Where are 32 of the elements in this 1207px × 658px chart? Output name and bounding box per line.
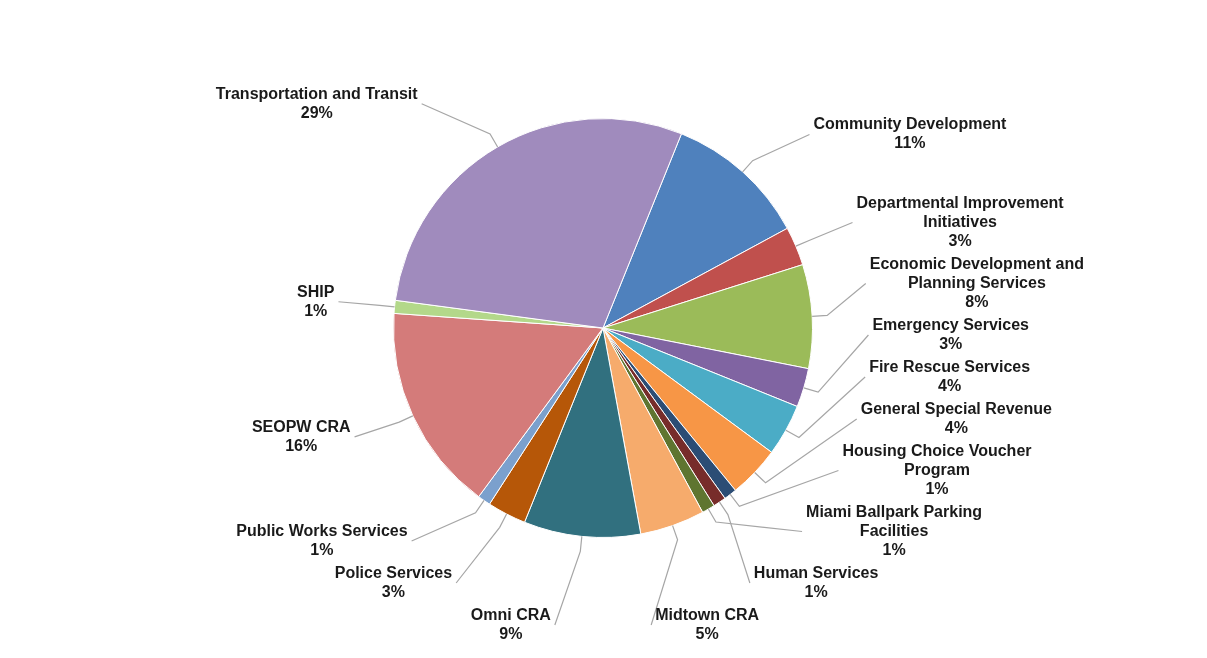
slice-label: SEOPW CRA [251,417,352,435]
data-label: 11% [894,134,926,152]
slice-label: Omni CRA [470,605,552,623]
data-label: 8% [965,292,989,310]
data-label: 29% [300,103,333,121]
data-label: 4% [938,376,962,394]
slice-label: SHIP [297,282,335,300]
slice-label: Transportation and Transit [215,84,419,102]
data-label: 3% [939,334,963,352]
data-label: 1% [925,479,949,497]
slice-label: Public Works Services [236,521,408,539]
slice-label: General Special Revenue [860,399,1053,417]
data-label: 4% [944,418,968,436]
data-label: 16% [285,436,318,454]
data-label: 5% [695,624,719,642]
slice-label: Community Development [813,115,1008,133]
slice-label: Midtown CRA [655,605,760,623]
slice-label: Emergency Services [872,315,1030,333]
data-label: 9% [499,624,523,642]
slice-label: Economic Development and Planning Services [869,254,1084,291]
slice-label: Police Services [334,563,453,581]
data-label: 3% [381,582,405,600]
slice-label: Human Services [753,563,879,581]
data-label: 1% [804,582,828,600]
data-label: 1% [882,540,906,558]
data-label: 3% [948,231,972,249]
slice-label: Departmental Improvement Initiatives [856,193,1065,230]
data-label: 1% [304,301,328,319]
slice-label: Fire Rescue Services [869,357,1031,375]
slice-label: Miami Ballpark Parking Facilities [806,502,983,539]
slice-label: Housing Choice Voucher Program [842,441,1032,478]
data-label: 1% [310,540,334,558]
